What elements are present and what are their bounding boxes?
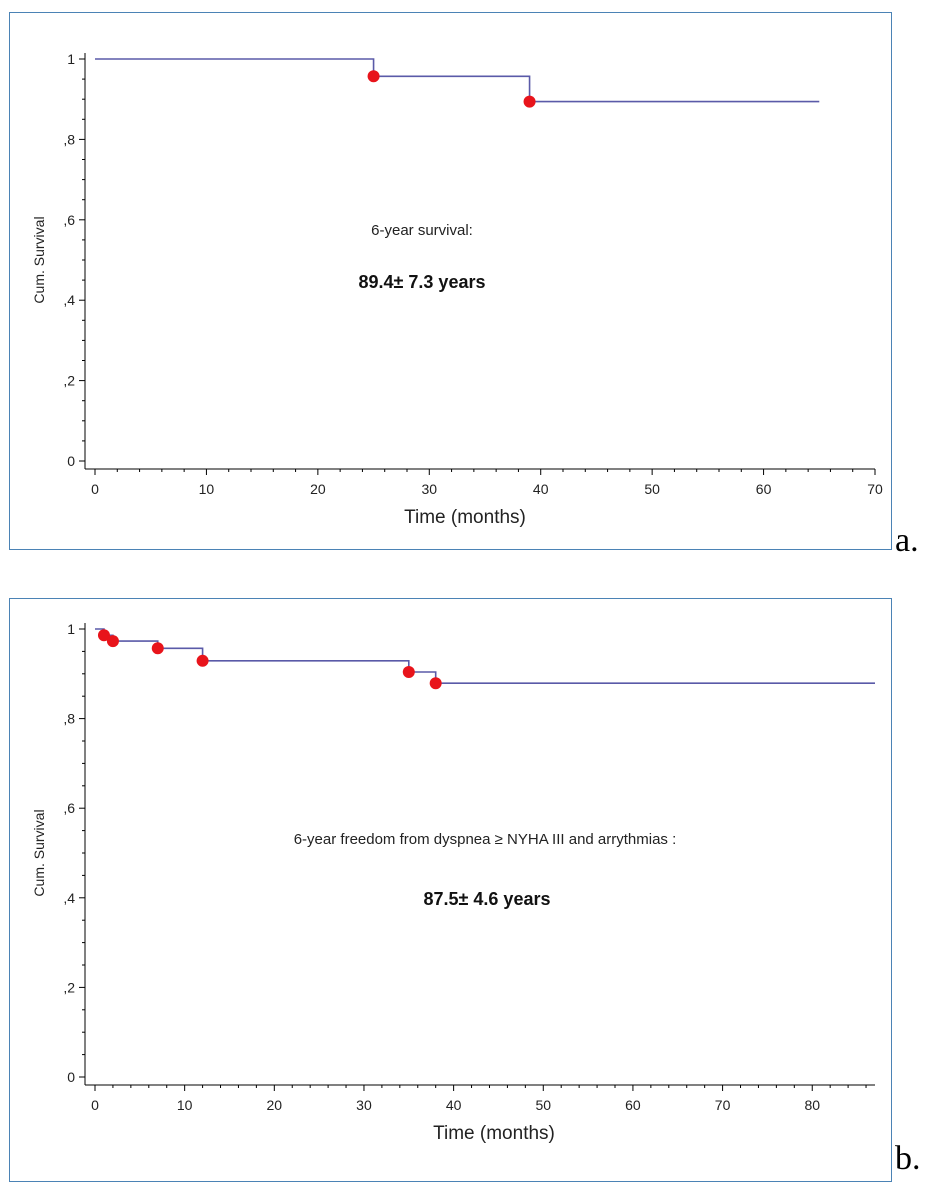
annotation-label: 6-year freedom from dyspnea ≥ NYHA III a… <box>294 831 677 848</box>
y-tick-label: ,8 <box>63 131 75 147</box>
survival-chart-b: 0 10 20 30 40 50 60 70 80 0 ,2 ,4 ,6 ,8 1 Time (months)… <box>31 621 875 1144</box>
x-tick-label: 70 <box>867 481 883 497</box>
y-tick-label: ,2 <box>63 373 75 389</box>
chart-panel-a: 0 10 20 30 40 50 60 70 0 ,2 ,4 ,6 ,8 1 Time (months) Cu… <box>9 12 892 550</box>
x-tick-label: 60 <box>625 1097 641 1113</box>
x-tick-label: 50 <box>644 481 660 497</box>
x-tick-label: 10 <box>177 1097 193 1113</box>
event-marker <box>106 635 119 648</box>
panel-label-b: b. <box>895 1140 921 1177</box>
y-axis-title: Cum. Survival <box>31 216 47 303</box>
panel-label-a: a. <box>895 522 919 559</box>
event-marker <box>97 629 110 642</box>
y-tick-label: ,8 <box>63 711 75 727</box>
y-tick-label: ,4 <box>63 292 75 308</box>
annotation-value: 87.5± 4.6 years <box>424 889 551 909</box>
y-tick-label: ,2 <box>63 979 75 995</box>
x-tick-label: 30 <box>356 1097 372 1113</box>
x-axis-title: Time (months) <box>404 507 526 528</box>
y-tick-label: 0 <box>67 1069 75 1085</box>
x-tick-label: 40 <box>446 1097 462 1113</box>
event-marker <box>402 666 415 679</box>
event-marker <box>367 70 380 83</box>
annotation-value: 89.4± 7.3 years <box>359 272 486 292</box>
x-tick-label: 50 <box>535 1097 551 1113</box>
x-tick-label: 80 <box>804 1097 820 1113</box>
y-tick-label: ,4 <box>63 890 75 906</box>
survival-step-line <box>95 628 875 685</box>
survival-chart-a: 0 10 20 30 40 50 60 70 0 ,2 ,4 ,6 ,8 1 Time (months) Cu… <box>31 51 883 528</box>
event-marker <box>429 677 442 690</box>
x-tick-label: 10 <box>199 481 215 497</box>
chart-panel-b: 0 10 20 30 40 50 60 70 80 0 ,2 ,4 ,6 ,8 1 Time (months)… <box>9 598 892 1182</box>
y-axis-title: Cum. Survival <box>31 809 47 896</box>
y-tick-label: 0 <box>67 453 75 469</box>
x-axis-title: Time (months) <box>433 1123 555 1144</box>
x-tick-label: 60 <box>756 481 772 497</box>
x-tick-label: 20 <box>310 481 326 497</box>
x-tick-label: 20 <box>267 1097 283 1113</box>
y-tick-label: 1 <box>67 51 75 67</box>
y-tick-label: ,6 <box>63 212 75 228</box>
x-tick-label: 30 <box>421 481 437 497</box>
y-tick-label: ,6 <box>63 800 75 816</box>
annotation-label: 6-year survival: <box>371 222 473 239</box>
event-marker <box>196 654 209 667</box>
x-tick-label: 70 <box>715 1097 731 1113</box>
event-marker <box>151 642 164 655</box>
y-tick-label: 1 <box>67 621 75 637</box>
x-tick-label: 0 <box>91 481 99 497</box>
x-tick-label: 40 <box>533 481 549 497</box>
survival-step-line <box>95 58 820 103</box>
x-tick-label: 0 <box>91 1097 99 1113</box>
event-marker <box>523 95 536 108</box>
